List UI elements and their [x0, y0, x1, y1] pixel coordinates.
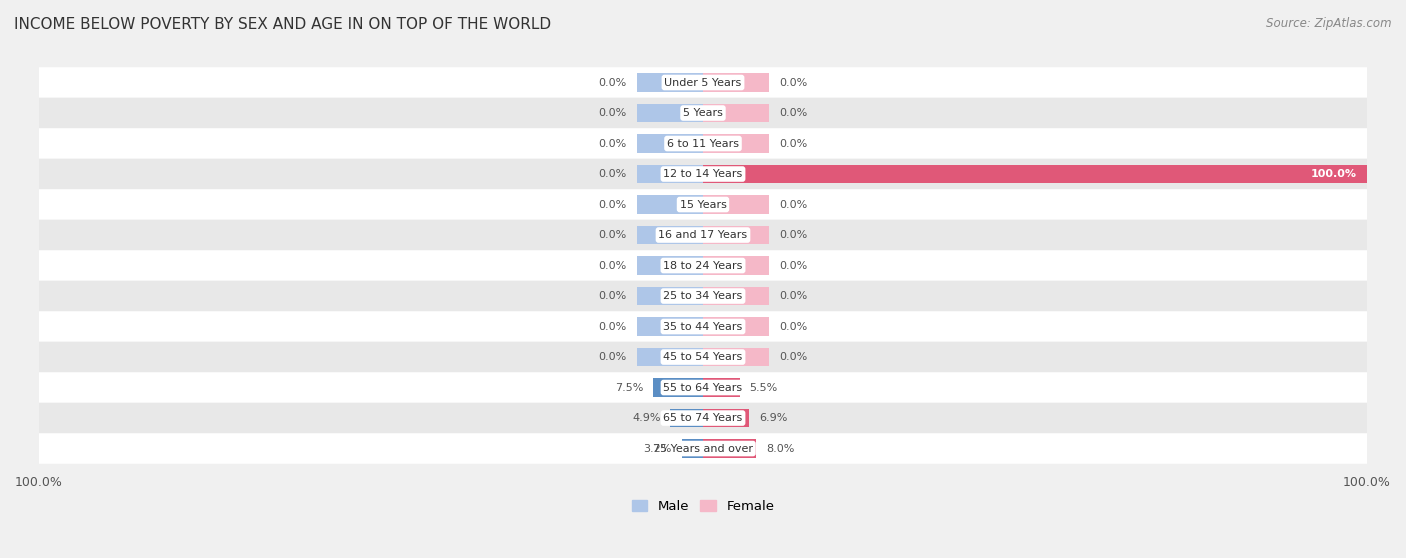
Text: 8.0%: 8.0% — [766, 444, 794, 454]
Text: 0.0%: 0.0% — [779, 261, 807, 271]
Text: 0.0%: 0.0% — [599, 138, 627, 148]
Text: 0.0%: 0.0% — [779, 138, 807, 148]
Text: 3.2%: 3.2% — [644, 444, 672, 454]
Bar — [703, 378, 740, 397]
Bar — [671, 408, 703, 427]
Bar — [637, 256, 703, 275]
Bar — [703, 104, 769, 122]
Text: 12 to 14 Years: 12 to 14 Years — [664, 169, 742, 179]
Text: 100.0%: 100.0% — [1312, 169, 1357, 179]
FancyBboxPatch shape — [39, 220, 1367, 251]
Bar — [637, 225, 703, 244]
Text: 25 to 34 Years: 25 to 34 Years — [664, 291, 742, 301]
Text: 0.0%: 0.0% — [779, 230, 807, 240]
FancyBboxPatch shape — [39, 342, 1367, 372]
Bar — [637, 195, 703, 214]
Text: 0.0%: 0.0% — [599, 291, 627, 301]
Bar — [637, 348, 703, 367]
Text: 75 Years and over: 75 Years and over — [652, 444, 754, 454]
Text: 0.0%: 0.0% — [779, 78, 807, 88]
Text: Source: ZipAtlas.com: Source: ZipAtlas.com — [1267, 17, 1392, 30]
Bar — [637, 317, 703, 336]
Text: 6 to 11 Years: 6 to 11 Years — [666, 138, 740, 148]
FancyBboxPatch shape — [39, 434, 1367, 464]
Bar — [654, 378, 703, 397]
Text: 65 to 74 Years: 65 to 74 Years — [664, 413, 742, 423]
Text: 0.0%: 0.0% — [599, 230, 627, 240]
Bar — [637, 104, 703, 122]
FancyBboxPatch shape — [39, 372, 1367, 403]
Text: 4.9%: 4.9% — [633, 413, 661, 423]
Bar — [637, 134, 703, 153]
Text: 7.5%: 7.5% — [614, 383, 643, 392]
FancyBboxPatch shape — [39, 311, 1367, 342]
FancyBboxPatch shape — [39, 281, 1367, 311]
Bar — [703, 317, 769, 336]
Text: 0.0%: 0.0% — [779, 200, 807, 209]
Text: 0.0%: 0.0% — [599, 78, 627, 88]
Bar — [703, 408, 749, 427]
Text: 0.0%: 0.0% — [599, 108, 627, 118]
Bar — [637, 287, 703, 305]
Bar — [703, 348, 769, 367]
FancyBboxPatch shape — [39, 68, 1367, 98]
Text: 0.0%: 0.0% — [599, 169, 627, 179]
Text: 5.5%: 5.5% — [749, 383, 778, 392]
Bar — [703, 256, 769, 275]
FancyBboxPatch shape — [39, 98, 1367, 128]
Text: 35 to 44 Years: 35 to 44 Years — [664, 321, 742, 331]
Bar — [703, 73, 769, 92]
Bar — [703, 195, 769, 214]
Text: 45 to 54 Years: 45 to 54 Years — [664, 352, 742, 362]
Bar — [637, 165, 703, 184]
Text: 0.0%: 0.0% — [599, 200, 627, 209]
Bar — [703, 225, 769, 244]
Text: 0.0%: 0.0% — [599, 352, 627, 362]
Text: 6.9%: 6.9% — [759, 413, 787, 423]
Bar — [703, 287, 769, 305]
FancyBboxPatch shape — [39, 159, 1367, 189]
Text: 16 and 17 Years: 16 and 17 Years — [658, 230, 748, 240]
Bar — [682, 439, 703, 458]
Text: 0.0%: 0.0% — [779, 291, 807, 301]
Text: 0.0%: 0.0% — [599, 261, 627, 271]
Bar — [703, 134, 769, 153]
Text: INCOME BELOW POVERTY BY SEX AND AGE IN ON TOP OF THE WORLD: INCOME BELOW POVERTY BY SEX AND AGE IN O… — [14, 17, 551, 32]
Bar — [703, 439, 756, 458]
FancyBboxPatch shape — [39, 403, 1367, 434]
Legend: Male, Female: Male, Female — [626, 494, 780, 518]
Bar — [637, 73, 703, 92]
Text: 18 to 24 Years: 18 to 24 Years — [664, 261, 742, 271]
Text: 55 to 64 Years: 55 to 64 Years — [664, 383, 742, 392]
Text: 0.0%: 0.0% — [779, 108, 807, 118]
Text: 5 Years: 5 Years — [683, 108, 723, 118]
FancyBboxPatch shape — [39, 189, 1367, 220]
Text: 0.0%: 0.0% — [779, 321, 807, 331]
Text: 0.0%: 0.0% — [779, 352, 807, 362]
Text: 0.0%: 0.0% — [599, 321, 627, 331]
Text: 15 Years: 15 Years — [679, 200, 727, 209]
FancyBboxPatch shape — [39, 128, 1367, 159]
Bar — [703, 165, 1367, 184]
Text: Under 5 Years: Under 5 Years — [665, 78, 741, 88]
FancyBboxPatch shape — [39, 251, 1367, 281]
